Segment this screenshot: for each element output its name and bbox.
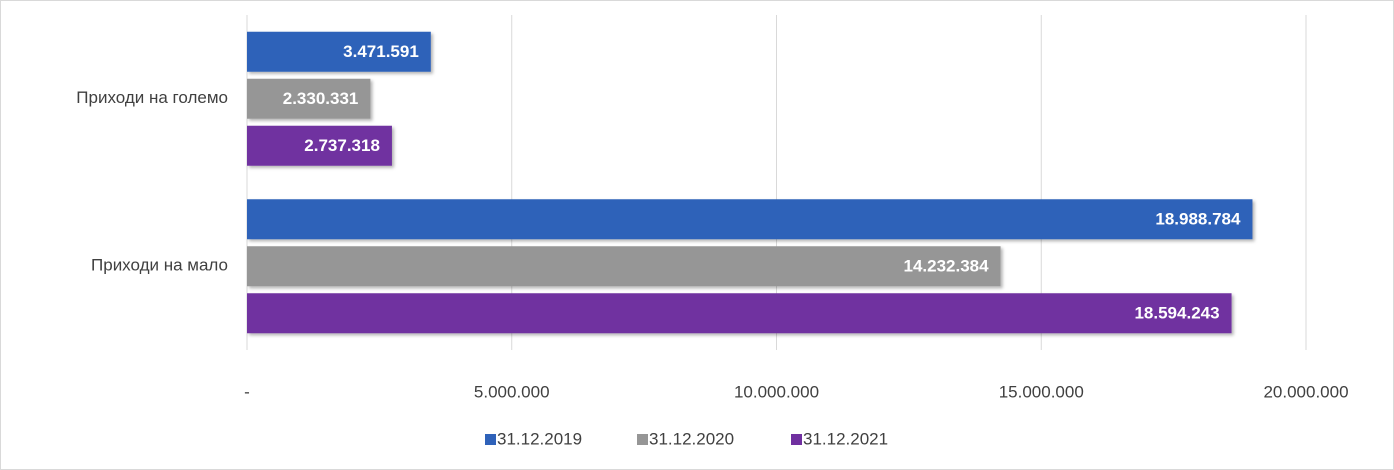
value-label: 3.471.591 xyxy=(343,42,419,61)
value-label: 2.330.331 xyxy=(283,89,359,108)
bar xyxy=(247,246,1001,287)
x-tick-label: 10.000.000 xyxy=(734,382,819,401)
x-tick-label: 5.000.000 xyxy=(474,382,550,401)
x-tick-label: 20.000.000 xyxy=(1263,382,1348,401)
bar xyxy=(247,293,1232,334)
value-label: 14.232.384 xyxy=(904,257,990,276)
bar xyxy=(247,31,431,72)
legend-label: 31.12.2021 xyxy=(803,429,888,448)
bar xyxy=(247,199,1253,240)
legend-label: 31.12.2019 xyxy=(497,429,582,448)
legend-label: 31.12.2020 xyxy=(649,429,734,448)
y-tick-label: Приходи на големо xyxy=(76,88,228,107)
value-label: 2.737.318 xyxy=(304,136,380,155)
legend-swatch xyxy=(791,434,802,445)
y-tick-label: Приходи на мало xyxy=(91,256,228,275)
bar xyxy=(247,78,371,119)
value-label: 18.594.243 xyxy=(1134,304,1219,323)
value-label: 18.988.784 xyxy=(1155,210,1241,229)
bar xyxy=(247,125,392,166)
x-tick-label: 15.000.000 xyxy=(999,382,1084,401)
x-tick-label: - xyxy=(244,382,250,401)
legend-swatch xyxy=(637,434,648,445)
legend-swatch xyxy=(485,434,496,445)
